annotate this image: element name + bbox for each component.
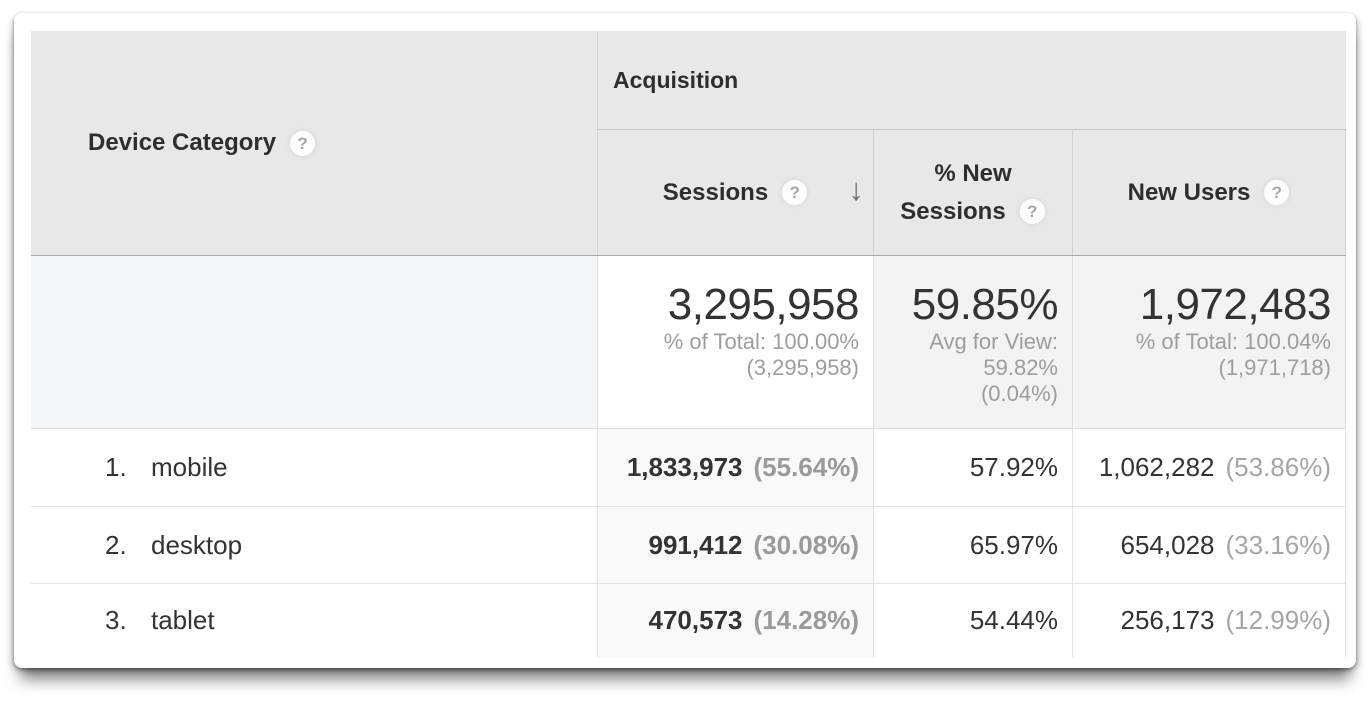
pct-new-line2: Sessions (900, 197, 1006, 225)
device-category-label: Device Category (88, 129, 277, 156)
pct-new-line1: % New (934, 160, 1012, 188)
totals-dimension-cell (31, 256, 598, 428)
new-users-label: New Users (1127, 178, 1251, 206)
sessions-pct: (30.08%) (753, 529, 860, 560)
column-header-pct-new-sessions[interactable]: % New Sessions ? (874, 130, 1073, 255)
pct-new-sessions-cell: 65.97% (874, 507, 1073, 583)
column-header-device-category[interactable]: Device Category ? (31, 31, 598, 255)
new-users-cell: 1,062,282 (53.86%) (1073, 429, 1346, 506)
row-dimension-cell: 3. tablet (31, 584, 598, 657)
new-users-pct: (33.16%) (1225, 529, 1332, 560)
new-users-value: 654,028 (1120, 529, 1215, 560)
new-users-pct: (12.99%) (1225, 605, 1332, 635)
totals-pct-new-sessions-cell: 59.85% Avg for View: 59.82% (0.04%) (874, 256, 1073, 428)
totals-new-users-cell: 1,972,483 % of Total: 100.04% (1,971,718… (1073, 256, 1346, 428)
table-row: 1. mobile 1,833,973 (55.64%) 57.92% 1,06… (31, 429, 1346, 506)
row-rank: 1. (105, 452, 127, 482)
help-icon[interactable]: ? (1263, 179, 1291, 206)
pct-new-sessions-label: % New Sessions ? (900, 155, 1046, 229)
row-rank: 2. (105, 529, 127, 560)
help-icon[interactable]: ? (781, 179, 809, 206)
row-dimension-cell: 2. desktop (31, 507, 598, 583)
new-users-cell: 256,173 (12.99%) (1073, 584, 1346, 657)
report-card: Device Category ? Acquisition Sessions ?… (14, 13, 1356, 668)
sessions-value: 1,833,973 (626, 452, 743, 482)
sessions-cell: 991,412 (30.08%) (598, 507, 874, 583)
acquisition-label: Acquisition (613, 66, 739, 93)
total-sessions-value: 3,295,958 (667, 280, 860, 329)
total-sessions-ref: (3,295,958) (746, 355, 859, 380)
pct-new-sessions-value: 65.97% (969, 529, 1058, 560)
table-header: Device Category ? Acquisition Sessions ?… (31, 31, 1346, 256)
table-row: 2. desktop 991,412 (30.08%) 65.97% 654,0… (31, 506, 1346, 583)
device-name-link[interactable]: desktop (151, 529, 243, 560)
pct-new-sessions-value: 57.92% (969, 452, 1058, 482)
total-sessions-pct-of-total: % of Total: 100.00% (663, 329, 859, 354)
new-users-value: 256,173 (1120, 605, 1215, 635)
pct-new-sessions-cell: 54.44% (874, 584, 1073, 657)
totals-row: 3,295,958 % of Total: 100.00% (3,295,958… (31, 256, 1346, 429)
column-header-new-users[interactable]: New Users ? (1073, 130, 1346, 255)
total-pct-new-sessions-value: 59.85% (911, 280, 1059, 329)
row-rank: 3. (105, 605, 127, 635)
row-dimension-cell: 1. mobile (31, 429, 598, 506)
sessions-cell: 1,833,973 (55.64%) (598, 429, 874, 506)
avg-for-view-delta: (0.04%) (980, 381, 1058, 406)
sessions-pct: (55.64%) (753, 452, 860, 482)
sort-descending-icon[interactable]: ↓ (848, 171, 865, 207)
group-header-acquisition: Acquisition (598, 31, 1346, 130)
total-new-users-value: 1,972,483 (1139, 280, 1332, 329)
avg-for-view-value: 59.82% (983, 355, 1058, 380)
new-users-pct: (53.86%) (1225, 452, 1332, 482)
sessions-pct: (14.28%) (753, 605, 860, 635)
pct-new-sessions-value: 54.44% (969, 605, 1058, 635)
sessions-cell: 470,573 (14.28%) (598, 584, 874, 657)
new-users-cell: 654,028 (33.16%) (1073, 507, 1346, 583)
acquisition-table: Device Category ? Acquisition Sessions ?… (31, 31, 1346, 657)
new-users-value: 1,062,282 (1098, 452, 1215, 482)
sessions-value: 470,573 (648, 605, 743, 635)
device-name-link[interactable]: tablet (151, 605, 215, 635)
totals-sessions-cell: 3,295,958 % of Total: 100.00% (3,295,958… (598, 256, 874, 428)
device-name-link[interactable]: mobile (151, 452, 228, 482)
avg-for-view-label: Avg for View: (929, 329, 1058, 354)
table-row: 3. tablet 470,573 (14.28%) 54.44% 256,17… (31, 583, 1346, 657)
sessions-label: Sessions (662, 178, 769, 206)
column-header-sessions[interactable]: Sessions ? ↓ (598, 130, 874, 255)
help-icon[interactable]: ? (289, 129, 317, 157)
pct-new-sessions-cell: 57.92% (874, 429, 1073, 506)
total-new-users-pct-of-total: % of Total: 100.04% (1135, 329, 1331, 354)
sessions-value: 991,412 (648, 529, 743, 560)
help-icon[interactable]: ? (1018, 197, 1046, 225)
total-new-users-ref: (1,971,718) (1218, 355, 1331, 380)
